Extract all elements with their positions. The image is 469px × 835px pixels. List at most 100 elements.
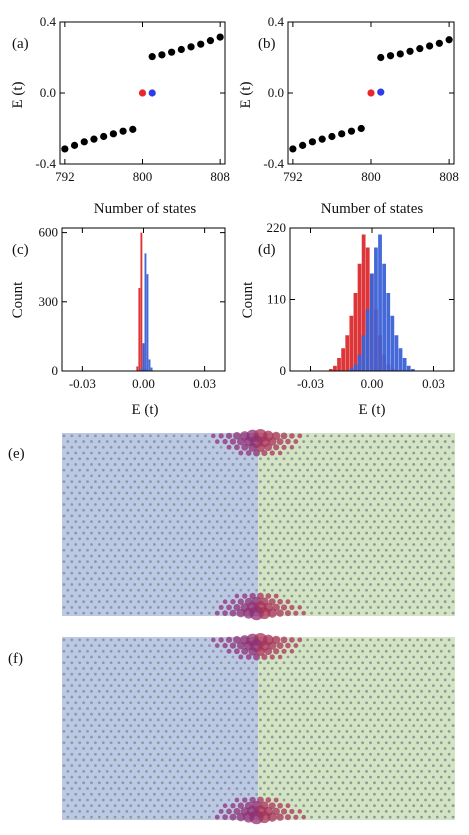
blue-histogram-bar (353, 364, 358, 371)
lattice-site (318, 497, 321, 501)
lattice-site (416, 764, 420, 768)
lattice-site (282, 560, 286, 564)
lattice-site (357, 543, 361, 546)
lattice-site (447, 468, 451, 472)
lattice-site (74, 520, 78, 524)
lattice-site (396, 543, 400, 546)
lattice-site (345, 503, 349, 506)
lattice-site (384, 468, 388, 472)
lattice-site (196, 480, 199, 484)
lattice-site (231, 520, 235, 524)
lattice-site (416, 548, 420, 552)
lattice-site (333, 781, 337, 785)
lattice-site (369, 764, 372, 768)
lattice-site (451, 497, 455, 501)
lattice-site (337, 480, 341, 484)
lattice-site (262, 769, 266, 773)
lattice-site (176, 531, 180, 535)
lattice-site (129, 543, 133, 546)
lattice-site (164, 560, 168, 564)
lattice-site (231, 678, 235, 682)
lattice-site (62, 503, 66, 506)
lattice-site (369, 752, 372, 756)
lattice-site (164, 491, 168, 495)
lattice-site (439, 560, 443, 564)
lattice-site (78, 707, 82, 710)
lattice-site (70, 752, 74, 756)
lattice-site (353, 583, 357, 586)
lattice-site (86, 684, 89, 688)
lattice-site (329, 729, 333, 733)
lattice-site (333, 520, 337, 524)
lattice-site (105, 588, 109, 592)
lattice-site (447, 741, 451, 745)
lattice-site (298, 729, 302, 733)
lattice-site (90, 712, 93, 716)
blue-histogram-bar (374, 247, 378, 371)
lattice-site (439, 695, 443, 699)
lattice-site (380, 781, 384, 785)
lattice-site (341, 689, 345, 693)
panel-a: (a) E (t) Number of states 792 800 808-0.4… (10, 14, 230, 217)
lattice-site (384, 514, 388, 518)
lattice-site (247, 712, 251, 716)
lattice-site (439, 741, 443, 745)
lattice-site (262, 497, 266, 501)
lattice-site (243, 752, 247, 756)
lattice-site (435, 678, 439, 682)
lattice-site (400, 468, 404, 472)
lattice-site (388, 792, 392, 796)
lattice-site (113, 701, 117, 705)
lattice-site (247, 588, 251, 592)
lattice-site (62, 606, 66, 609)
lattice-site (70, 718, 74, 722)
lattice-site (325, 724, 329, 728)
lattice-site (223, 689, 227, 693)
lattice-site (266, 571, 270, 575)
lattice-site (235, 480, 239, 484)
lattice-site (266, 718, 270, 722)
lattice-site (211, 594, 215, 598)
lattice-site (290, 718, 294, 722)
lattice-site (412, 792, 416, 796)
lattice-site (113, 463, 117, 466)
panel-label-f: (f) (8, 651, 23, 667)
lattice-site (443, 712, 447, 716)
lattice-site (439, 752, 443, 756)
lattice-site (443, 463, 447, 466)
lattice-site (388, 644, 392, 647)
lattice-site (200, 611, 203, 615)
lattice-site (207, 792, 211, 796)
lattice-site (94, 525, 97, 529)
lattice-site (424, 583, 427, 586)
lattice-site (431, 729, 435, 733)
lattice-site (90, 655, 93, 659)
lattice-site (211, 684, 215, 688)
lattice-site (200, 577, 203, 581)
lattice-site (113, 747, 117, 750)
lattice-site (333, 611, 337, 615)
lattice-site (306, 775, 310, 779)
lattice-site (302, 520, 306, 524)
lattice-site (361, 695, 365, 699)
lattice-site (247, 667, 251, 670)
lattice-site (105, 440, 109, 443)
lattice-site (314, 594, 317, 598)
lattice-site (349, 577, 353, 581)
lattice-site (109, 661, 113, 665)
lattice-site (428, 451, 431, 455)
plot-frame-b (287, 21, 455, 165)
lattice-site (176, 543, 180, 546)
lattice-site (443, 611, 447, 615)
lattice-site (82, 474, 86, 478)
lattice-site (259, 684, 262, 688)
lattice-site (78, 594, 82, 598)
lattice-site (156, 560, 160, 564)
lattice-site (192, 451, 196, 455)
lattice-site (97, 543, 101, 546)
lattice-site (152, 655, 156, 659)
edge-state-dot (234, 593, 240, 599)
region-right-e (258, 433, 455, 616)
lattice-site (353, 468, 357, 472)
lattice-site (266, 491, 270, 495)
